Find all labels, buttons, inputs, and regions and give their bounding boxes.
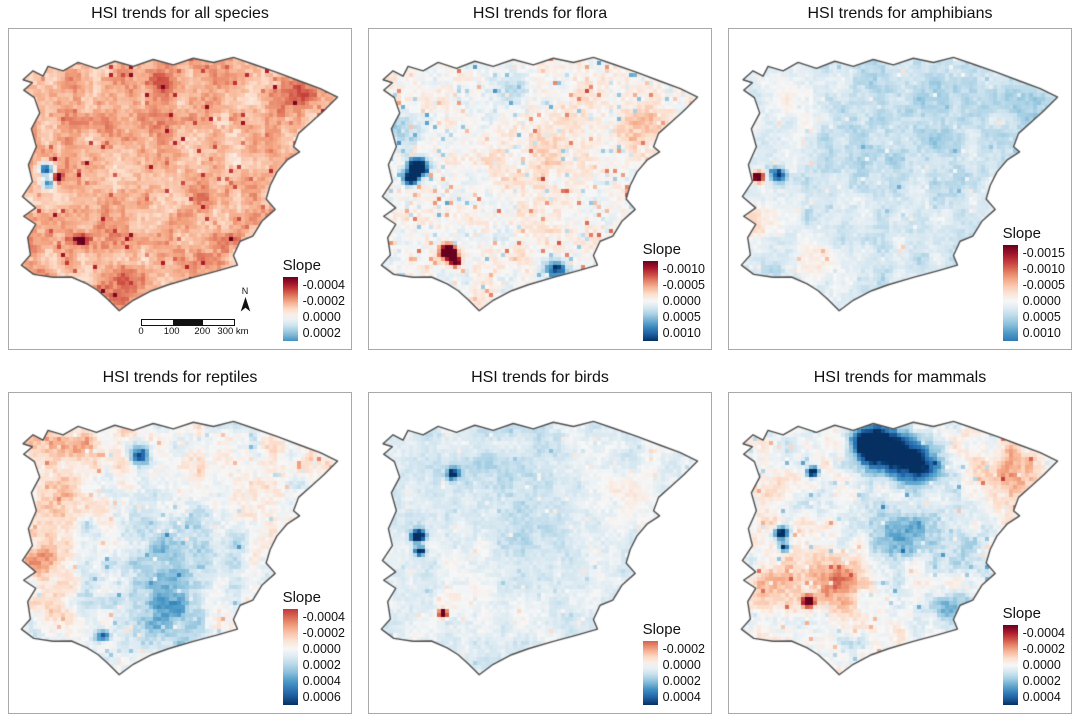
legend-tick: -0.0005 [662, 278, 705, 292]
panel-mammals: HSI trends for mammals Slope -0.0004 -0.0… [720, 352, 1080, 714]
legend-tick: -0.0002 [302, 626, 345, 640]
panel-title: HSI trends for amphibians [807, 5, 993, 22]
legend: Slope -0.0002 0.0000 0.0002 0.0004 [638, 621, 705, 707]
legend: Slope -0.0015 -0.0010 -0.0005 0.0000 0.0005 0… [998, 225, 1065, 343]
legend-title: Slope [282, 257, 321, 274]
legend-ticks: -0.0015 -0.0010 -0.0005 0.0000 0.0005 0.0010 [1023, 245, 1065, 341]
legend-title: Slope [282, 589, 321, 606]
legend-tick: 0.0006 [302, 690, 341, 704]
legend-ticks: -0.0002 0.0000 0.0002 0.0004 [663, 641, 705, 705]
legend-colorbar [282, 277, 298, 341]
legend-tick: 0.0004 [1022, 690, 1061, 704]
legend-tick: 0.0000 [662, 658, 701, 672]
scale-bar: 0 100 200 300 km [138, 319, 251, 341]
legend-colorbar [642, 261, 658, 341]
legend-tick: -0.0010 [1022, 262, 1065, 276]
legend-tick: 0.0000 [1022, 294, 1061, 308]
north-arrow-icon [240, 297, 250, 312]
legend-title: Slope [1002, 605, 1041, 622]
panel-title: HSI trends for birds [471, 369, 609, 386]
legend: Slope -0.0004 -0.0002 0.0000 0.0002 0.0004 0.… [278, 589, 345, 707]
legend-tick: 0.0002 [302, 326, 341, 340]
scale-bar-label: 100 [163, 326, 180, 337]
legend-tick: 0.0004 [662, 690, 701, 704]
legend-tick: 0.0000 [302, 310, 341, 324]
scale-bar-segments [141, 319, 235, 326]
legend-tick: 0.0005 [1022, 310, 1061, 324]
legend-tick: 0.0005 [662, 310, 701, 324]
panel-title: HSI trends for all species [91, 5, 269, 22]
legend-title: Slope [642, 621, 681, 638]
legend-tick: 0.0000 [1022, 658, 1061, 672]
legend: Slope -0.0004 -0.0002 0.0000 0.0002 [278, 257, 345, 343]
legend-tick: -0.0004 [1022, 626, 1065, 640]
panel-all-species: HSI trends for all species Slope -0.0004… [0, 0, 360, 352]
legend: Slope -0.0010 -0.0005 0.0000 0.0005 0.0010 [638, 241, 705, 343]
panel-title: HSI trends for reptiles [102, 369, 258, 386]
legend-tick: 0.0010 [662, 326, 701, 340]
legend-colorbar [282, 609, 298, 705]
legend-tick: -0.0004 [302, 610, 345, 624]
legend-tick: 0.0002 [662, 674, 701, 688]
legend-tick: -0.0002 [662, 642, 705, 656]
north-arrow: N [238, 287, 252, 317]
legend-tick: 0.0000 [302, 642, 341, 656]
map-frame: Slope -0.0002 0.0000 0.0002 0.0004 [368, 392, 712, 714]
panel-title: HSI trends for mammals [813, 369, 987, 386]
scale-bar-segment-black [172, 320, 204, 325]
legend: Slope -0.0004 -0.0002 0.0000 0.0002 0.0004 [998, 605, 1065, 707]
legend-colorbar [642, 641, 658, 705]
map-frame: Slope -0.0004 -0.0002 0.0000 0.0002 0.0004 [728, 392, 1072, 714]
map-frame: Slope -0.0015 -0.0010 -0.0005 0.0000 0.0005 0… [728, 28, 1072, 350]
legend-colorbar [1002, 245, 1018, 341]
scale-bar-segment-white [142, 320, 173, 325]
legend-tick: 0.0002 [1022, 674, 1061, 688]
legend-tick: 0.0004 [302, 674, 341, 688]
legend-colorbar [1002, 625, 1018, 705]
legend-tick: -0.0002 [302, 294, 345, 308]
legend-title: Slope [1002, 225, 1041, 242]
legend-ticks: -0.0004 -0.0002 0.0000 0.0002 0.0004 0.0006 [303, 609, 345, 705]
map-frame: Slope -0.0004 -0.0002 0.0000 0.0002 N 0 100 20… [8, 28, 352, 350]
legend-tick: -0.0005 [1022, 278, 1065, 292]
scale-bar-label: 200 [194, 326, 211, 337]
legend-ticks: -0.0004 -0.0002 0.0000 0.0002 0.0004 [1023, 625, 1065, 705]
map-frame: Slope -0.0004 -0.0002 0.0000 0.0002 0.0004 0.… [8, 392, 352, 714]
legend-tick: 0.0000 [662, 294, 701, 308]
panel-title: HSI trends for flora [472, 5, 608, 22]
north-label: N [241, 286, 249, 296]
legend-tick: 0.0010 [1022, 326, 1061, 340]
legend-ticks: -0.0004 -0.0002 0.0000 0.0002 [303, 277, 345, 341]
legend-tick: 0.0002 [302, 658, 341, 672]
legend-tick: -0.0002 [1022, 642, 1065, 656]
panel-birds: HSI trends for birds Slope -0.0002 0.0000… [360, 352, 720, 714]
scale-bar-segment-white [203, 320, 234, 325]
legend-ticks: -0.0010 -0.0005 0.0000 0.0005 0.0010 [663, 261, 705, 341]
legend-tick: -0.0010 [662, 262, 705, 276]
panel-reptiles: HSI trends for reptiles Slope -0.0004 -0.… [0, 352, 360, 714]
scale-bar-label: 300 km [217, 326, 249, 337]
map-frame: Slope -0.0010 -0.0005 0.0000 0.0005 0.0010 [368, 28, 712, 350]
legend-title: Slope [642, 241, 681, 258]
panel-amphibians: HSI trends for amphibians Slope -0.0015-… [720, 0, 1080, 352]
scale-bar-label: 0 [138, 326, 144, 337]
legend-tick: -0.0004 [302, 278, 345, 292]
panel-flora: HSI trends for flora Slope -0.0010 -0.000… [360, 0, 720, 352]
legend-tick: -0.0015 [1022, 246, 1065, 260]
